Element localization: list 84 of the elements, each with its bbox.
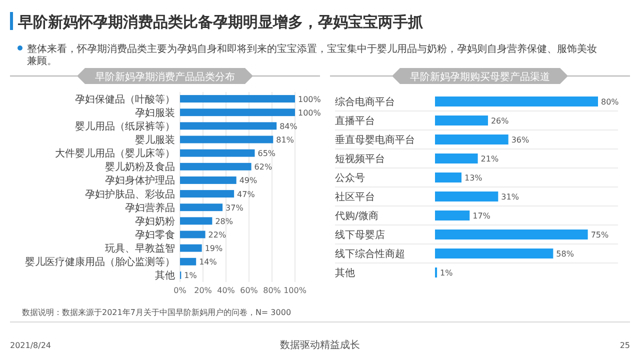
bar [435, 154, 478, 164]
bar [435, 210, 470, 220]
data-label: 81% [276, 136, 294, 144]
text: 数据说明：数据来源于2021年7月关于中国早阶新妈用户的问卷，N= 3000 [22, 308, 292, 317]
bar [180, 230, 206, 238]
y-tick-label: 社区平台 [335, 191, 375, 203]
y-tick-label: 综合电商平台 [335, 96, 395, 108]
data-label: 58% [556, 250, 574, 258]
text: 早阶新妈怀孕期消费品类比备孕期明显增多，孕妈宝宝两手抓 [17, 13, 424, 31]
y-tick-label: 婴儿服装 [135, 134, 175, 146]
bar [180, 244, 202, 252]
y-tick-label: 线下母婴店 [335, 229, 385, 241]
x-tick-label: 0% [174, 286, 187, 295]
bar [180, 136, 274, 144]
y-tick-label: 短视频平台 [335, 153, 385, 165]
bar [180, 95, 295, 103]
data-label: 100% [298, 108, 322, 118]
y-tick-label: 孕妇服装 [135, 106, 175, 119]
y-tick-label: 婴儿医疗健康用品（胎心监测等） [25, 256, 175, 268]
bar [180, 162, 252, 170]
bar [180, 258, 196, 266]
data-label: 47% [237, 190, 256, 199]
data-label: 36% [511, 136, 530, 144]
data-label: 1% [440, 268, 454, 278]
y-tick-label: 孕妇奶粉 [135, 215, 175, 228]
data-label: 49% [239, 176, 258, 186]
data-label: 62% [254, 162, 272, 172]
y-tick-label: 孕妇保健品（叶酸等） [75, 93, 175, 106]
data-label: 75% [590, 230, 609, 240]
data-label: 26% [490, 116, 510, 126]
text: 25 [620, 341, 630, 350]
x-tick-label: 20% [194, 286, 212, 295]
bar [180, 176, 236, 184]
data-label: 80% [601, 98, 620, 106]
y-tick-label: 其他 [155, 270, 175, 282]
chart-title: 早阶新妈孕期购买母婴产品渠道 [410, 71, 550, 83]
x-tick-label: 80% [263, 286, 282, 295]
data-label: 65% [258, 149, 276, 158]
data-label: 84% [280, 122, 298, 131]
text: 2021/8/24 [10, 341, 52, 350]
y-tick-label: 其他 [335, 267, 355, 279]
data-label: 37% [226, 203, 244, 212]
y-tick-label: 垂直母婴电商平台 [335, 134, 415, 146]
bar [435, 230, 588, 240]
y-tick-label: 婴儿用品（纸尿裤等） [75, 120, 175, 132]
y-tick-label: 直播平台 [335, 115, 375, 127]
data-label: 28% [215, 216, 234, 226]
data-label: 14% [199, 258, 218, 267]
x-tick-label: 100% [284, 286, 307, 295]
bar [180, 122, 277, 130]
data-label: 13% [464, 174, 483, 182]
y-tick-label: 玩具、早教益智 [105, 242, 175, 255]
y-tick-label: 孕妇营养品 [125, 202, 175, 214]
bar [435, 248, 554, 258]
bar [180, 190, 234, 198]
text: 整体来看，怀孕期消费品类主要为孕妈自身和即将到来的宝宝添置，宝宝集中于婴儿用品与奶粉，孕妈则自身营养保健、服饰美妆兼顾。 [27, 43, 597, 67]
data-label: 19% [204, 244, 224, 254]
data-label: 100% [298, 94, 322, 104]
bar [180, 108, 295, 116]
data-label: 17% [472, 212, 491, 220]
x-tick-label: 40% [217, 286, 236, 295]
data-label: 21% [480, 154, 499, 164]
bar [435, 96, 598, 106]
bar [435, 172, 462, 182]
x-tick-label: 60% [240, 286, 258, 295]
y-tick-label: 大件婴儿用品（婴儿床等） [55, 148, 175, 160]
bar [435, 134, 508, 144]
y-tick-label: 代购/微商 [334, 210, 378, 222]
y-tick-label: 婴儿奶粉及食品 [105, 161, 175, 174]
data-label: 22% [208, 230, 226, 240]
data-label: 1% [184, 271, 198, 280]
bar [180, 149, 255, 157]
y-tick-label: 孕妇零食 [135, 229, 175, 241]
bar [435, 116, 488, 126]
bar [180, 217, 212, 225]
y-tick-label: 线下综合性商超 [335, 248, 405, 260]
data-label: 31% [501, 192, 520, 202]
y-tick-label: 孕妇护肤品、彩妆品 [85, 188, 175, 200]
y-tick-label: 公众号 [335, 172, 365, 184]
text: 数据驱动精益成长 [280, 339, 360, 351]
bar [180, 204, 223, 212]
bar [435, 192, 498, 202]
chart-title: 早阶新妈孕期消费产品品类分布 [95, 71, 235, 83]
y-tick-label: 孕妇身体护理品 [105, 174, 175, 187]
